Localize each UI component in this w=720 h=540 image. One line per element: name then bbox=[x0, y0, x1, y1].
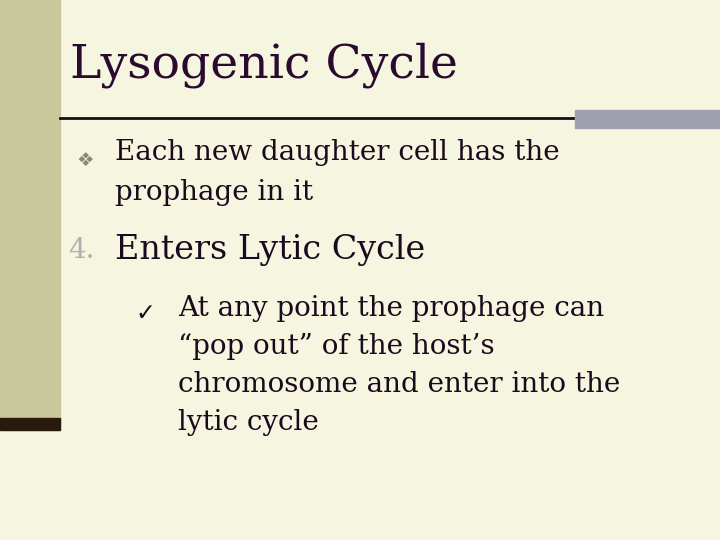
Text: Lysogenic Cycle: Lysogenic Cycle bbox=[70, 42, 458, 88]
Text: At any point the prophage can: At any point the prophage can bbox=[178, 294, 604, 321]
Text: 4.: 4. bbox=[68, 237, 94, 264]
Bar bbox=[0, 418, 60, 430]
Text: prophage in it: prophage in it bbox=[115, 179, 313, 206]
Text: Each new daughter cell has the: Each new daughter cell has the bbox=[115, 138, 559, 165]
Text: lytic cycle: lytic cycle bbox=[178, 408, 319, 435]
Bar bbox=[0, 0, 60, 430]
Text: ✓: ✓ bbox=[135, 301, 155, 325]
Text: Enters Lytic Cycle: Enters Lytic Cycle bbox=[115, 234, 426, 266]
Text: chromosome and enter into the: chromosome and enter into the bbox=[178, 370, 620, 397]
Text: “pop out” of the host’s: “pop out” of the host’s bbox=[178, 333, 495, 360]
Text: ❖: ❖ bbox=[76, 151, 94, 170]
Bar bbox=[575, 110, 720, 128]
